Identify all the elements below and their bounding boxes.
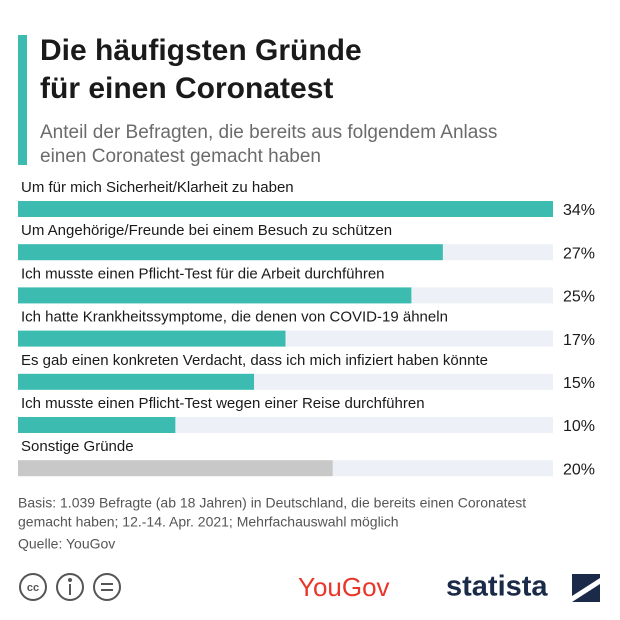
note: gemacht haben; 12.-14. Apr. 2021; Mehrfa… [18, 514, 399, 530]
license-icons: cc [19, 573, 121, 601]
chart-title: für einen Coronatest [40, 72, 333, 105]
subtitle: einen Coronatest gemacht haben [40, 146, 321, 167]
logo-icon [572, 574, 600, 602]
category-label: Ich musste einen Pflicht-Test wegen eine… [21, 395, 425, 412]
value-label: 15% [563, 375, 595, 392]
category-label: Ich hatte Krankheitssymptome, die denen … [21, 309, 448, 326]
category-label: Ich musste einen Pflicht-Test für die Ar… [21, 265, 385, 282]
source: Quelle: YouGov [18, 536, 115, 552]
bar [18, 460, 333, 477]
bar [18, 201, 553, 217]
logo: statista [446, 571, 548, 603]
subtitle: Anteil der Befragten, die bereits aus fo… [40, 122, 497, 143]
bar [18, 287, 412, 304]
category-label: Sonstige Gründe [21, 438, 134, 455]
logo: YouGov [298, 572, 390, 602]
category-label: Es gab einen konkreten Verdacht, dass ic… [21, 352, 488, 369]
bar [18, 330, 286, 347]
chart-title: Die häufigsten Gründe [40, 34, 362, 67]
bar [18, 244, 443, 261]
bar [18, 373, 255, 390]
value-label: 34% [563, 202, 595, 219]
value-label: 10% [563, 418, 595, 435]
value-label: 27% [563, 245, 595, 262]
bar [18, 417, 176, 433]
value-label: 25% [563, 289, 595, 306]
value-label: 17% [563, 332, 595, 349]
value-label: 20% [563, 461, 595, 478]
svg-text:cc: cc [27, 582, 39, 594]
note: Basis: 1.039 Befragte (ab 18 Jahren) in … [18, 495, 526, 511]
category-label: Um für mich Sicherheit/Klarheit zu haben [21, 179, 294, 196]
accent-bar [18, 35, 27, 165]
category-label: Um Angehörige/Freunde bei einem Besuch z… [21, 222, 392, 239]
